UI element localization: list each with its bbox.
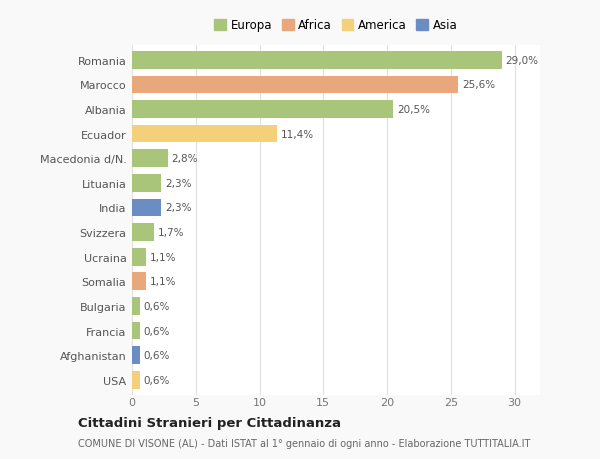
Text: 0,6%: 0,6% (143, 375, 170, 385)
Text: 2,3%: 2,3% (165, 203, 191, 213)
Bar (132, 322, 140, 340)
Text: 2,3%: 2,3% (165, 179, 191, 189)
Bar (132, 347, 140, 364)
Text: 25,6%: 25,6% (462, 80, 496, 90)
Text: Cittadini Stranieri per Cittadinanza: Cittadini Stranieri per Cittadinanza (78, 416, 341, 429)
Bar (132, 174, 161, 192)
Bar (132, 199, 161, 217)
Bar (132, 297, 140, 315)
Bar (132, 52, 502, 69)
Text: 1,1%: 1,1% (150, 277, 176, 287)
Text: 1,1%: 1,1% (150, 252, 176, 262)
Text: 29,0%: 29,0% (506, 56, 539, 66)
Bar (132, 101, 394, 118)
Legend: Europa, Africa, America, Asia: Europa, Africa, America, Asia (212, 17, 460, 34)
Bar (132, 248, 146, 266)
Text: 0,6%: 0,6% (143, 301, 170, 311)
Text: 1,7%: 1,7% (157, 228, 184, 238)
Bar (132, 150, 168, 168)
Text: 11,4%: 11,4% (281, 129, 314, 140)
Text: 20,5%: 20,5% (397, 105, 430, 115)
Text: 0,6%: 0,6% (143, 326, 170, 336)
Text: COMUNE DI VISONE (AL) - Dati ISTAT al 1° gennaio di ogni anno - Elaborazione TUT: COMUNE DI VISONE (AL) - Dati ISTAT al 1°… (78, 438, 530, 448)
Bar (132, 371, 140, 389)
Text: 2,8%: 2,8% (172, 154, 198, 164)
Bar (132, 76, 458, 94)
Text: 0,6%: 0,6% (143, 350, 170, 360)
Bar (132, 273, 146, 291)
Bar (132, 224, 154, 241)
Bar (132, 125, 277, 143)
